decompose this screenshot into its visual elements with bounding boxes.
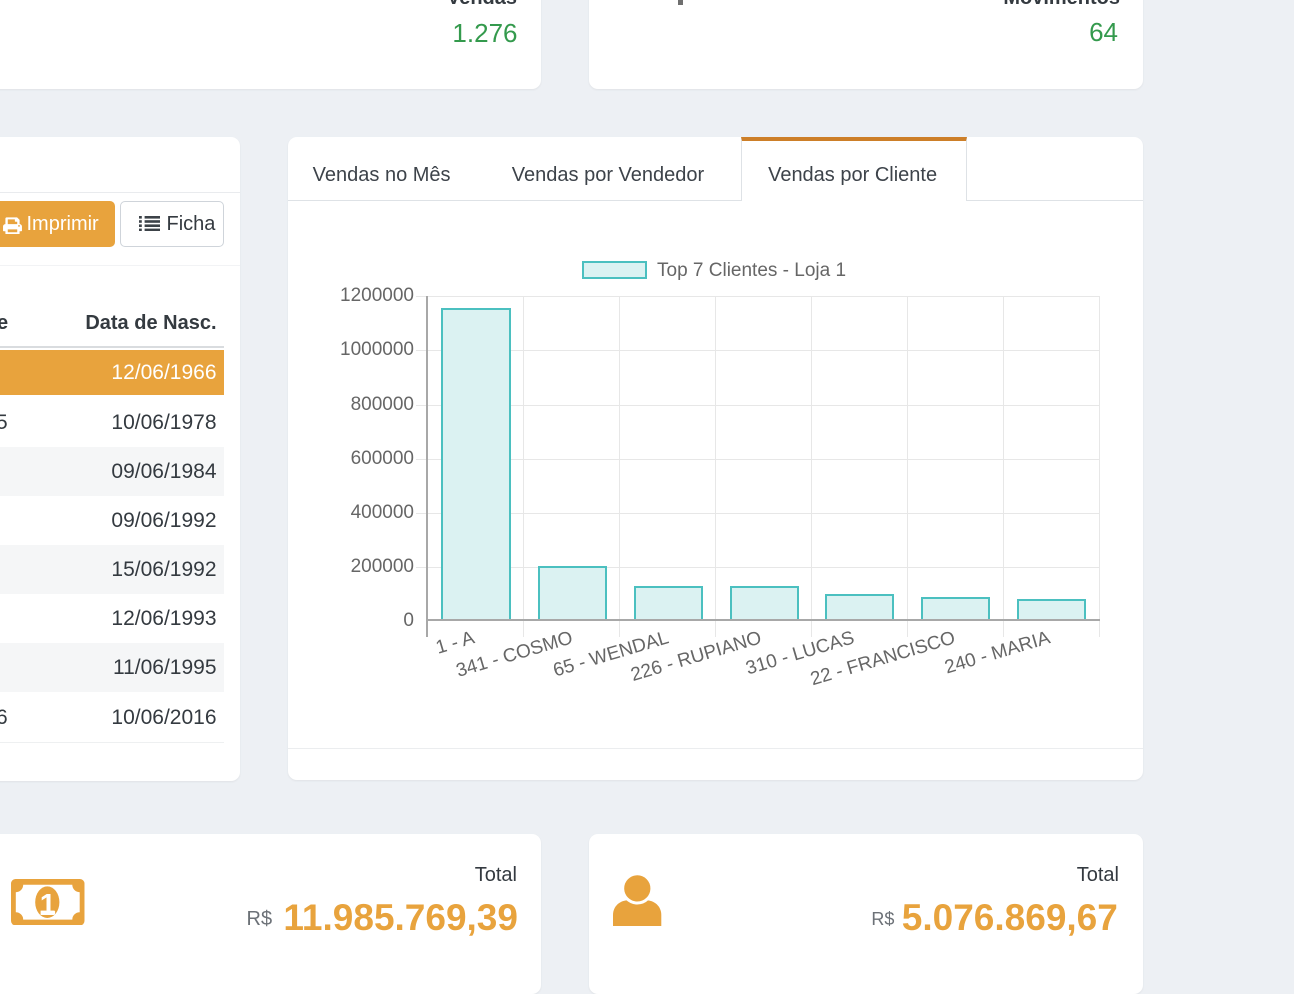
svg-text:1: 1 (40, 889, 56, 921)
